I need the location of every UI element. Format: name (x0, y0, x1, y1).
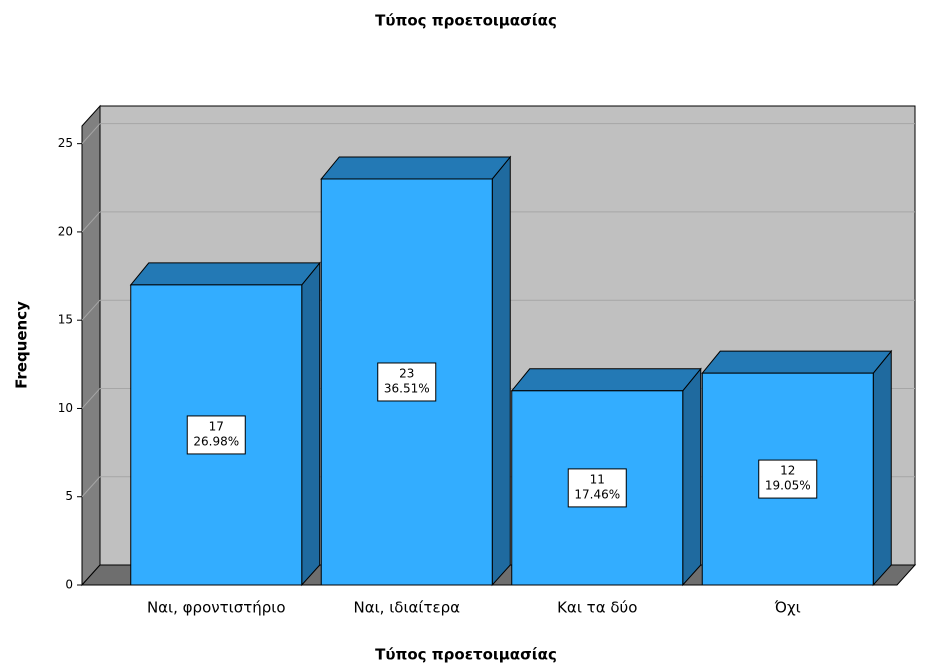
x-axis-title: Τύπος προετοιμασίας (375, 646, 557, 664)
x-tick-label: Και τα δύο (557, 599, 637, 617)
bar-top (701, 350, 893, 374)
data-label-percent: 36.51% (384, 381, 430, 395)
data-label: 12 (780, 464, 795, 478)
bar-side (491, 155, 511, 587)
data-label-box (758, 459, 818, 499)
data-label-box (186, 415, 246, 455)
grid-line (81, 476, 101, 498)
left-wall (81, 104, 101, 587)
y-tick-label: 10 (58, 401, 73, 415)
y-tick-label: 15 (58, 313, 73, 327)
data-label-box (377, 362, 437, 402)
grid-line (81, 299, 101, 321)
data-label: 11 (590, 472, 605, 486)
bar-side (301, 261, 321, 587)
bar-top (510, 368, 702, 392)
y-tick-label: 25 (58, 136, 73, 150)
data-label-box (567, 468, 627, 508)
y-tick-label: 20 (58, 224, 73, 238)
grid-line (81, 388, 101, 409)
x-tick-label: Ναι, φροντιστήριο (147, 599, 286, 617)
y-axis-title: Frequency (13, 301, 31, 389)
grid-line (81, 123, 101, 144)
data-label-percent: 19.05% (765, 479, 811, 493)
bar-top (129, 262, 321, 286)
x-tick-label: Όχι (774, 599, 801, 617)
bar-top (320, 156, 512, 180)
chart-title: Τύπος προετοιμασίας (375, 12, 557, 30)
data-label-percent: 17.46% (574, 487, 620, 501)
grid-line (81, 211, 101, 233)
data-label: 17 (209, 419, 224, 433)
y-tick-label: 0 (65, 578, 73, 592)
bar-side (682, 367, 702, 587)
y-tick-label: 5 (65, 489, 73, 503)
x-tick-label: Ναι, ιδιαίτερα (353, 599, 460, 617)
bar-side (872, 349, 892, 587)
data-label: 23 (399, 366, 414, 380)
data-label-percent: 26.98% (193, 434, 239, 448)
